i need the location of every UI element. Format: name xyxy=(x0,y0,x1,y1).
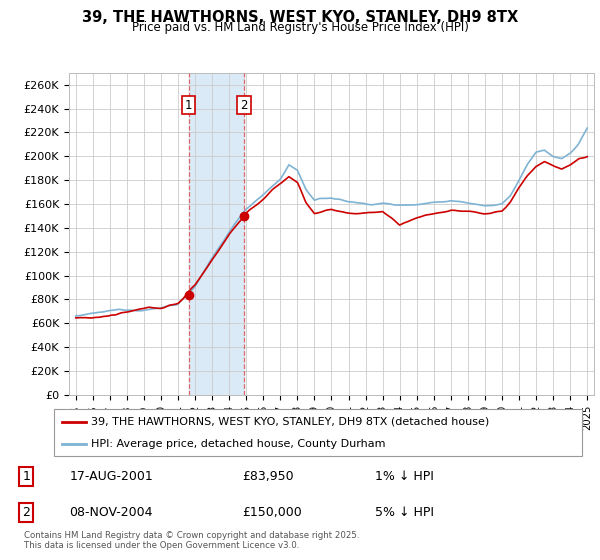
Text: 39, THE HAWTHORNS, WEST KYO, STANLEY, DH9 8TX (detached house): 39, THE HAWTHORNS, WEST KYO, STANLEY, DH… xyxy=(91,417,489,427)
Text: 2: 2 xyxy=(22,506,31,519)
Text: £150,000: £150,000 xyxy=(242,506,302,519)
Text: HPI: Average price, detached house, County Durham: HPI: Average price, detached house, Coun… xyxy=(91,438,385,449)
Text: 2: 2 xyxy=(241,99,248,111)
Text: 1: 1 xyxy=(185,99,193,111)
Text: 1: 1 xyxy=(22,470,31,483)
Text: 1% ↓ HPI: 1% ↓ HPI xyxy=(375,470,434,483)
Bar xyxy=(189,73,244,395)
Text: Contains HM Land Registry data © Crown copyright and database right 2025.
This d: Contains HM Land Registry data © Crown c… xyxy=(24,531,359,550)
Text: 08-NOV-2004: 08-NOV-2004 xyxy=(70,506,153,519)
Text: 39, THE HAWTHORNS, WEST KYO, STANLEY, DH9 8TX: 39, THE HAWTHORNS, WEST KYO, STANLEY, DH… xyxy=(82,10,518,25)
Text: 5% ↓ HPI: 5% ↓ HPI xyxy=(375,506,434,519)
Text: Price paid vs. HM Land Registry's House Price Index (HPI): Price paid vs. HM Land Registry's House … xyxy=(131,21,469,34)
Text: 17-AUG-2001: 17-AUG-2001 xyxy=(70,470,154,483)
Text: £83,950: £83,950 xyxy=(242,470,294,483)
